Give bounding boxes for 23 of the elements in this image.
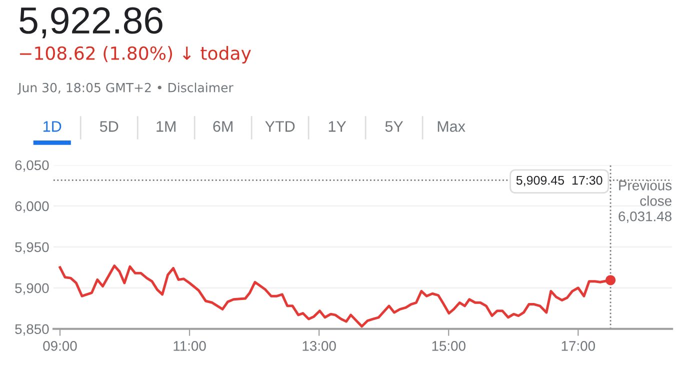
y-tick-label: 5,900 — [15, 283, 49, 295]
text: 1Y — [328, 121, 346, 132]
chart-title: 5,922.86 — [20, 7, 162, 38]
x-tick-label: 15:00 — [432, 341, 466, 351]
chart-subtitle: −108.62 (1.80%) ↓ today — [20, 46, 251, 64]
text: 1D — [44, 121, 62, 132]
y-tick-label: 5,850 — [15, 324, 49, 336]
y-tick-label: 6,000 — [15, 201, 49, 213]
text: YTD — [265, 121, 295, 132]
text: 6M — [213, 121, 232, 132]
ref-line-label: Previous close 6,031.48 — [618, 180, 672, 223]
x-tick-label: 13:00 — [302, 341, 336, 351]
x-tick-label: 17:00 — [562, 341, 595, 351]
text: Jun 30, 18:05 GMT+2 • Disclaimer — [17, 82, 234, 95]
x-tick-label: 11:00 — [174, 341, 206, 351]
text: Max — [438, 121, 466, 132]
text: 5D — [100, 121, 118, 132]
x-tick-label: 09:00 — [43, 341, 77, 351]
y-tick-label: 6,050 — [15, 160, 49, 172]
y-tick-label: 5,950 — [15, 242, 49, 254]
text: 5Y — [385, 121, 404, 132]
annotation: 5,909.45 17:30 — [516, 176, 602, 186]
text: 1M — [156, 121, 176, 132]
